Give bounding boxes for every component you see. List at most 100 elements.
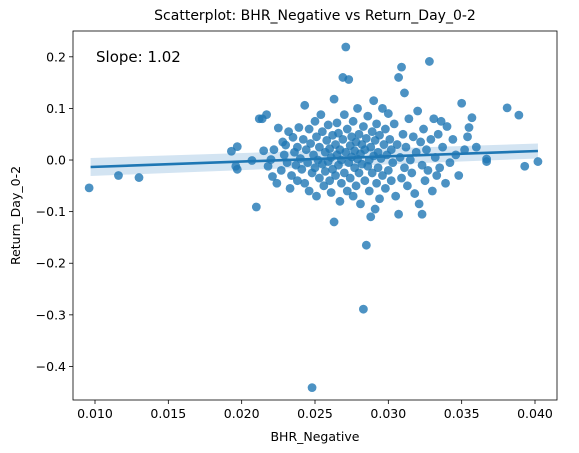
scatter-point	[306, 139, 315, 148]
scatter-point	[344, 75, 354, 84]
scatter-point	[407, 168, 417, 178]
scatter-point	[341, 147, 351, 157]
scatter-point	[383, 109, 393, 118]
y-tick-label: 0.2	[46, 49, 66, 64]
scatter-point	[351, 181, 361, 191]
regression-line	[90, 149, 538, 169]
scatter-point	[419, 124, 428, 134]
scatter-point	[464, 123, 474, 132]
scatter-point	[395, 153, 405, 162]
scatter-point	[300, 100, 310, 110]
y-axis-label: Return_Day_0-2	[8, 166, 23, 265]
scatter-point	[414, 199, 424, 209]
scatter-point	[429, 114, 439, 124]
scatter-point	[272, 178, 282, 188]
scatter-point	[329, 217, 339, 227]
scatter-point	[533, 157, 543, 166]
scatter-point	[312, 132, 321, 142]
scatter-point	[391, 191, 401, 201]
scatter-point	[364, 186, 374, 196]
scatter-point	[413, 106, 423, 116]
scatter-point	[408, 132, 418, 142]
scatter-point	[385, 134, 395, 144]
scatter-point	[114, 171, 123, 180]
scatter-point	[342, 124, 352, 134]
scatter-point	[301, 145, 311, 155]
scatter-point	[287, 171, 296, 180]
scatter-point	[259, 146, 269, 156]
x-tick-label: 0.025	[297, 406, 333, 421]
scatter-point	[436, 116, 446, 126]
y-axis: 0.2 0.1 0.0 −0.1 −0.2 −0.3 −0.4	[36, 49, 73, 374]
scatter-point	[427, 186, 437, 196]
scatter-point	[425, 57, 434, 66]
scatter-point	[323, 120, 333, 130]
scatter-point	[482, 157, 491, 166]
x-tick-label: 0.040	[517, 406, 553, 421]
scatter-point	[433, 129, 443, 139]
scatter-point	[420, 176, 430, 186]
scatter-point	[397, 173, 406, 183]
scatter-point	[379, 140, 389, 149]
scatter-point	[397, 62, 406, 72]
scatter-point	[334, 128, 343, 138]
scatter-point	[467, 113, 477, 123]
x-tick-label: 0.020	[224, 406, 260, 421]
scatter-point	[273, 123, 283, 133]
scatter-point	[422, 145, 431, 155]
scatter-point	[342, 186, 352, 196]
scatter-point	[432, 171, 442, 180]
scatter-point	[315, 173, 324, 183]
scatter-point	[383, 165, 393, 175]
scatter-point	[441, 178, 450, 188]
scatter-point	[463, 132, 472, 142]
scatter-point	[338, 134, 348, 144]
y-tick-label: −0.2	[36, 256, 66, 271]
scatter-point	[276, 165, 286, 175]
scatter-point	[423, 165, 433, 175]
scatter-point	[268, 172, 277, 181]
scatter-point	[325, 176, 335, 186]
scatter-point	[375, 194, 384, 204]
scatter-point	[297, 164, 307, 174]
scatter-point	[366, 212, 376, 222]
scatter-point	[310, 163, 320, 173]
scatter-point	[381, 124, 390, 134]
scatter-point	[389, 119, 399, 129]
scatter-point	[403, 181, 412, 191]
scatter-point	[392, 140, 402, 149]
scatter-point	[361, 133, 371, 143]
scatter-point	[339, 168, 349, 178]
scatter-point	[400, 163, 409, 173]
scatter-point	[375, 130, 384, 140]
scatter-point	[471, 142, 481, 152]
scatter-point	[322, 136, 332, 145]
scatter-point	[251, 202, 261, 212]
scatter-point	[356, 199, 365, 209]
scatter-point	[281, 140, 291, 150]
scatter-point	[285, 184, 295, 193]
scatter-point	[372, 178, 381, 188]
scatter-point	[269, 145, 279, 155]
scatter-point	[416, 137, 425, 147]
scatter-point	[332, 118, 342, 128]
scatter-point	[359, 122, 368, 131]
regression-line-layer	[90, 149, 538, 169]
scatter-point	[410, 189, 420, 198]
scatter-point	[405, 155, 415, 165]
plot-frame	[72, 30, 558, 401]
y-tick-label: −0.3	[36, 307, 66, 322]
scatter-point	[312, 191, 321, 201]
scatter-point	[435, 163, 445, 173]
scatter-point	[366, 142, 376, 152]
scatter-point	[514, 110, 524, 120]
x-tick-label: 0.015	[150, 406, 186, 421]
scatter-point	[307, 383, 317, 393]
scatter-point	[335, 196, 345, 206]
scatter-point	[354, 129, 364, 139]
scatter-point	[394, 209, 403, 219]
scatter-point	[227, 146, 236, 156]
scatter-point	[454, 171, 464, 180]
scatter-point	[345, 173, 355, 183]
scatter-point	[360, 176, 370, 186]
